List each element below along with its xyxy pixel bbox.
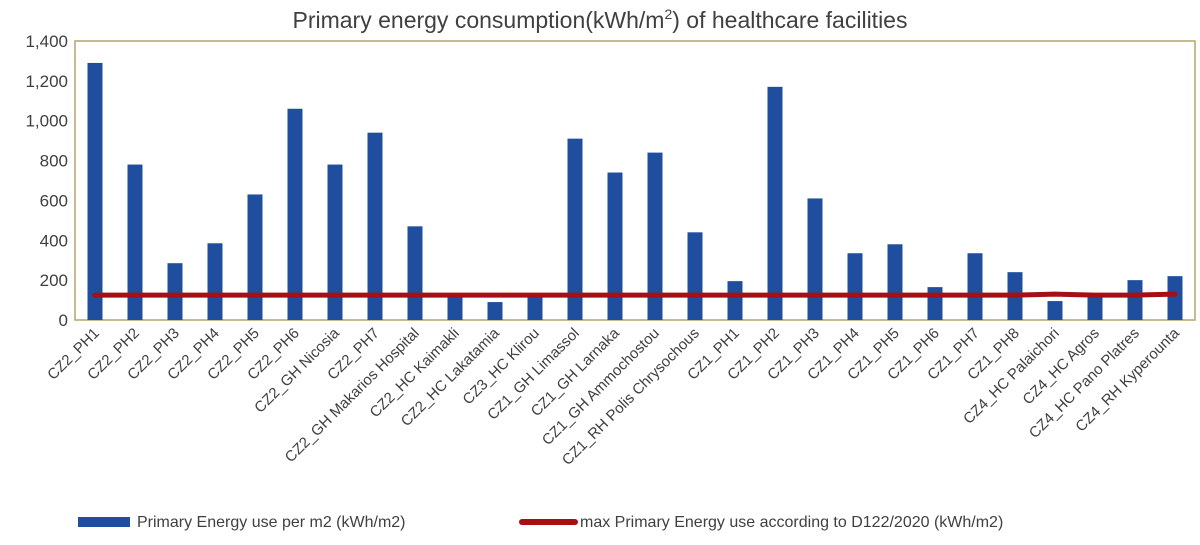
chart-title-superscript: 2	[664, 6, 672, 22]
y-axis: 0 200 400 600 800 1,000 1,200 1,400	[25, 32, 68, 330]
bar	[247, 194, 263, 320]
bar	[447, 295, 463, 320]
max-line	[92, 291, 1178, 298]
bar	[967, 253, 983, 320]
bar	[1167, 276, 1183, 320]
bar	[607, 172, 623, 320]
y-tick-label: 800	[40, 152, 68, 171]
bar	[807, 198, 823, 320]
y-tick-label: 600	[40, 191, 68, 210]
bar-series	[87, 62, 1183, 321]
x-axis-labels: CZ2_PH1CZ2_PH2CZ2_PH3CZ2_PH4CZ2_PH5CZ2_P…	[44, 324, 1183, 469]
bar	[527, 295, 543, 320]
bar	[87, 62, 103, 321]
bar	[167, 263, 183, 320]
bar	[687, 232, 703, 320]
bar	[367, 132, 383, 320]
y-tick-label: 200	[40, 271, 68, 290]
legend: Primary Energy use per m2 (kWh/m2) max P…	[78, 514, 1003, 531]
bar	[1087, 294, 1103, 320]
bar	[407, 226, 423, 320]
bar	[327, 164, 343, 320]
bar	[647, 152, 663, 320]
y-tick-label: 0	[59, 311, 68, 330]
bar	[487, 302, 503, 320]
bar	[567, 138, 583, 320]
bar	[887, 244, 903, 320]
max-line-series	[92, 291, 1178, 298]
chart-title: Primary energy consumption(kWh/m2) of he…	[293, 6, 908, 33]
bar	[207, 243, 223, 320]
bar	[287, 108, 303, 320]
bar	[927, 287, 943, 320]
y-tick-label: 1,000	[25, 112, 68, 131]
y-tick-label: 400	[40, 231, 68, 250]
bar	[727, 281, 743, 320]
legend-label-bar: Primary Energy use per m2 (kWh/m2)	[137, 514, 406, 531]
bar	[1127, 280, 1143, 320]
legend-swatch-bar	[78, 517, 130, 527]
bar	[1047, 301, 1063, 320]
bar	[127, 164, 143, 320]
bar	[847, 253, 863, 320]
plot-area-frame	[74, 40, 1196, 321]
legend-label-line: max Primary Energy use according to D122…	[580, 514, 1003, 531]
bar	[767, 86, 783, 320]
y-tick-label: 1,200	[25, 72, 68, 91]
y-tick-label: 1,400	[25, 32, 68, 51]
